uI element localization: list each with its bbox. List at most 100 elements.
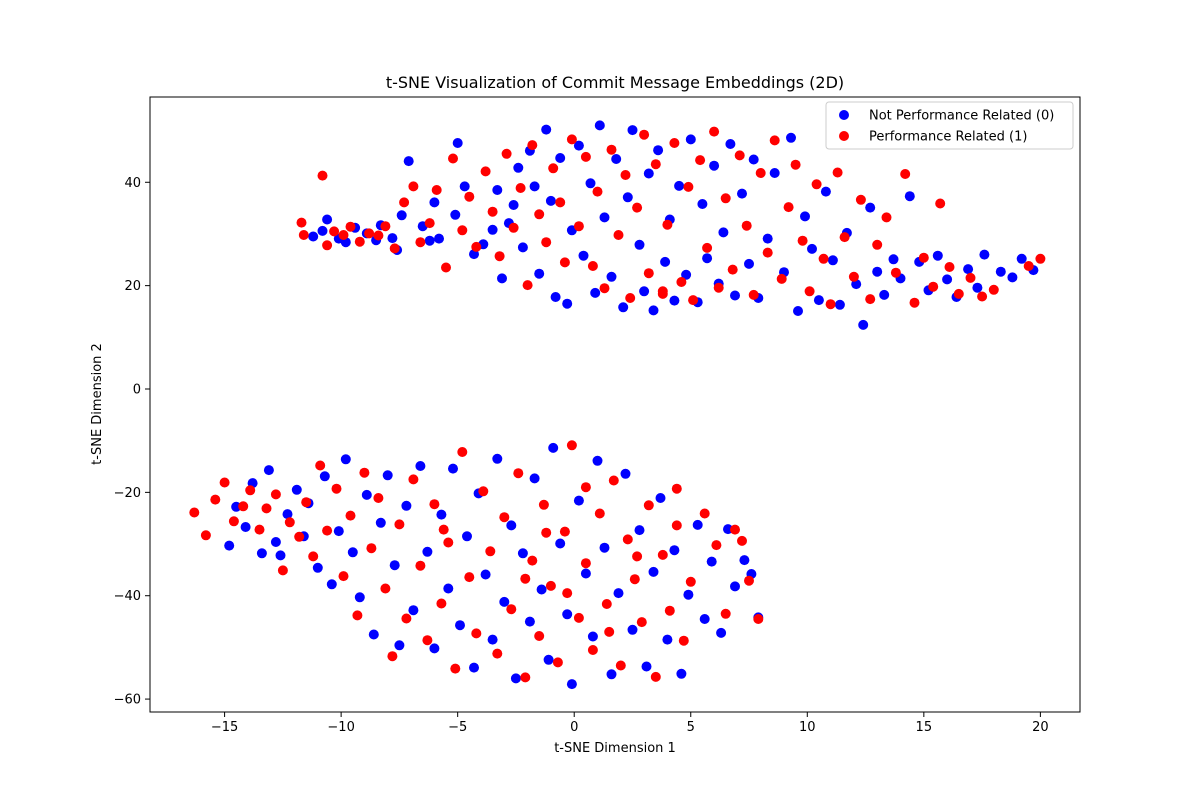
data-point-series-1 [580,558,591,569]
data-point-series-0 [653,145,664,156]
data-point-series-1 [331,483,342,494]
data-point-series-1 [422,635,433,646]
data-point-series-1 [727,264,738,275]
data-point-series-1 [832,167,843,178]
data-point-series-1 [555,197,566,208]
y-tick-label: 0 [133,382,141,397]
data-point-series-0 [730,581,740,592]
data-point-series-1 [238,501,249,512]
data-point-series-1 [872,239,883,250]
data-point-series-1 [709,126,720,137]
data-point-series-1 [441,262,451,273]
data-point-series-1 [408,181,419,192]
data-point-series-0 [585,178,596,189]
data-point-series-0 [375,517,386,528]
data-point-series-0 [1007,272,1018,283]
data-point-series-1 [471,241,482,252]
data-point-series-0 [513,162,524,173]
data-point-series-0 [813,295,824,306]
data-point-series-0 [697,199,708,209]
data-point-series-1 [790,159,801,170]
data-point-series-0 [879,289,890,300]
data-point-series-0 [599,212,610,223]
x-axis-label: t-SNE Dimension 1 [554,741,676,756]
y-tick-label: −40 [114,589,141,604]
x-tick-label: 10 [799,720,816,735]
data-point-series-0 [648,305,659,316]
data-point-series-1 [513,468,524,479]
data-point-series-0 [769,168,780,178]
data-point-series-0 [291,484,302,495]
data-point-series-1 [592,186,603,197]
data-point-series-1 [650,671,661,682]
data-point-series-0 [492,453,503,464]
data-point-series-0 [872,266,883,277]
data-point-series-0 [613,588,624,599]
data-point-series-0 [396,210,407,221]
data-point-series-0 [401,500,412,511]
legend-marker-not-performance [839,110,849,120]
data-point-series-1 [587,645,598,655]
data-point-series-1 [494,251,505,262]
data-point-series-0 [326,579,337,590]
data-point-series-1 [200,530,211,541]
data-point-series-0 [594,120,605,131]
data-point-series-1 [730,524,740,535]
data-point-series-0 [834,299,845,310]
data-point-series-0 [422,546,433,557]
data-point-series-0 [270,537,281,547]
data-point-series-0 [480,569,491,580]
data-point-series-0 [256,548,267,559]
data-point-series-1 [935,198,946,209]
data-point-series-1 [487,206,498,217]
data-point-series-1 [953,288,964,299]
data-point-series-0 [725,139,736,149]
data-point-series-1 [394,519,405,530]
data-point-series-1 [559,526,570,537]
chart-title: t-SNE Visualization of Commit Message Em… [386,73,844,92]
data-point-series-0 [459,181,470,192]
y-tick-label: −60 [114,693,141,708]
data-point-series-1 [315,460,326,471]
data-point-series-1 [541,527,552,538]
data-point-series-1 [464,572,475,583]
data-point-series-0 [415,461,426,471]
data-point-series-1 [322,525,333,536]
data-point-series-1 [580,482,591,493]
data-point-series-0 [800,211,810,222]
points-layer [189,120,1046,690]
data-point-series-0 [618,302,629,313]
data-point-series-0 [508,200,519,210]
data-point-series-1 [594,508,605,519]
data-point-series-1 [699,508,710,519]
data-point-series-0 [487,224,498,235]
data-point-series-0 [510,673,521,684]
data-point-series-0 [424,235,435,246]
data-point-series-1 [671,483,682,494]
data-point-series-0 [709,160,720,171]
data-point-series-0 [308,231,319,242]
data-point-series-1 [359,467,370,478]
data-point-series-0 [888,254,899,265]
data-point-series-1 [587,261,598,271]
x-tick-label: −15 [211,720,238,735]
legend-label-not-performance: Not Performance Related (0) [869,109,1054,124]
data-point-series-0 [676,668,687,679]
data-point-series-0 [963,264,974,275]
data-point-series-1 [338,571,349,582]
data-point-series-1 [783,202,794,213]
data-point-series-1 [352,610,363,621]
data-point-series-1 [797,235,808,246]
data-point-series-0 [972,282,983,293]
data-point-series-0 [942,274,953,285]
data-point-series-0 [282,509,293,520]
data-point-series-0 [681,269,692,280]
data-point-series-1 [865,294,876,305]
data-point-series-0 [443,583,454,594]
data-point-series-1 [457,225,468,236]
data-point-series-0 [529,473,540,484]
data-point-series-1 [678,635,689,646]
data-point-series-0 [448,463,458,474]
data-point-series-0 [263,465,274,476]
